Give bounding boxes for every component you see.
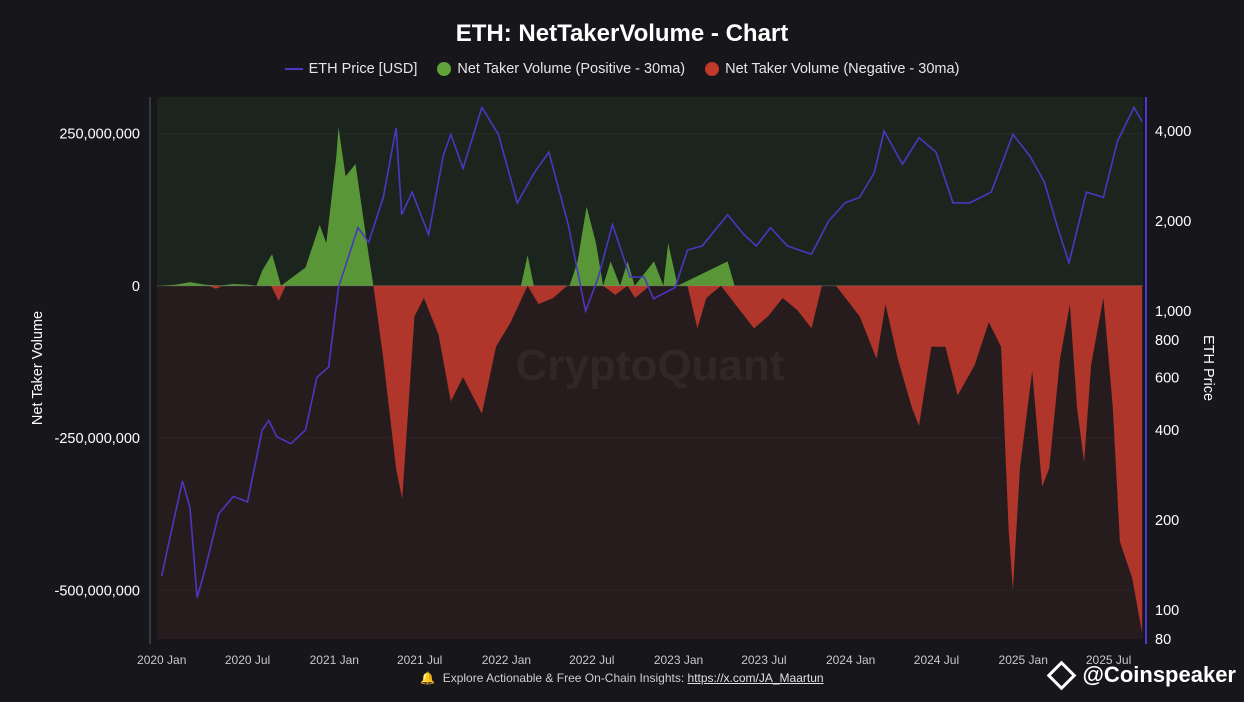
y-axis-title: Net Taker Volume — [30, 311, 46, 425]
eth-price-line — [160, 105, 1143, 598]
footer-text: Explore Actionable & Free On-Chain Insig… — [442, 671, 685, 685]
footer: 🔔 Explore Actionable & Free On-Chain Ins… — [0, 671, 1244, 685]
y-tick-label: 0 — [132, 279, 140, 295]
x-tick-label: 2020 Jul — [225, 653, 270, 667]
x-tick-label: 2022 Jan — [482, 653, 531, 667]
y2-tick-label: 4,000 — [1155, 124, 1191, 140]
x-tick-label: 2024 Jul — [914, 653, 959, 667]
positive-region-bg — [157, 97, 1143, 286]
y2-tick-label: 1,000 — [1155, 304, 1191, 320]
x-tick-label: 2023 Jul — [741, 653, 786, 667]
y2-tick-label: 200 — [1155, 513, 1179, 529]
y2-tick-label: 2,000 — [1155, 214, 1191, 230]
y2-tick-label: 600 — [1155, 370, 1179, 386]
x-tick-label: 2020 Jan — [137, 653, 186, 667]
x-tick-label: 2021 Jan — [310, 653, 359, 667]
footer-link[interactable]: https://x.com/JA_Maartun — [687, 671, 824, 685]
negative-volume-area — [161, 285, 1143, 633]
legend-label-positive: Net Taker Volume (Positive - 30ma) — [457, 61, 686, 77]
x-tick-label: 2025 Jul — [1086, 653, 1131, 667]
price-line-swatch — [284, 68, 303, 70]
watermark-text: CryptoQuant — [516, 341, 785, 390]
y-tick-label: -500,000,000 — [55, 583, 140, 599]
y2-tick-label: 400 — [1155, 423, 1179, 439]
legend-label-negative: Net Taker Volume (Negative - 30ma) — [725, 61, 960, 77]
negative-swatch — [705, 62, 720, 76]
y2-tick-label: 800 — [1155, 333, 1179, 349]
legend-item-price[interactable]: ETH Price [USD] — [284, 61, 418, 77]
x-tick-label: 2023 Jan — [654, 653, 703, 667]
chart-legend: ETH Price [USD] Net Taker Volume (Positi… — [0, 61, 1244, 77]
x-tick-label: 2024 Jan — [826, 653, 875, 667]
legend-label-price: ETH Price [USD] — [308, 61, 418, 77]
positive-swatch — [437, 62, 452, 76]
bell-icon: 🔔 — [420, 671, 436, 685]
y-tick-label: -250,000,000 — [55, 431, 140, 447]
brand-watermark: @Coinspeaker — [1047, 660, 1236, 690]
y-tick-label: 250,000,000 — [59, 127, 140, 143]
legend-item-negative[interactable]: Net Taker Volume (Negative - 30ma) — [705, 61, 959, 77]
x-tick-label: 2022 Jul — [569, 653, 614, 667]
x-tick-label: 2021 Jul — [397, 653, 442, 667]
positive-volume-area — [161, 127, 836, 286]
y2-axis-title: ETH Price — [1200, 335, 1216, 401]
negative-region-bg — [157, 285, 1143, 639]
legend-item-positive[interactable]: Net Taker Volume (Positive - 30ma) — [437, 61, 685, 77]
brand-text: @Coinspeaker — [1082, 662, 1236, 687]
chart-title: ETH: NetTakerVolume - Chart — [455, 20, 789, 47]
brand-logo-icon — [1047, 660, 1077, 690]
y2-tick-label: 80 — [1155, 632, 1171, 648]
x-tick-label: 2025 Jan — [999, 653, 1048, 667]
y2-tick-label: 100 — [1155, 603, 1179, 619]
